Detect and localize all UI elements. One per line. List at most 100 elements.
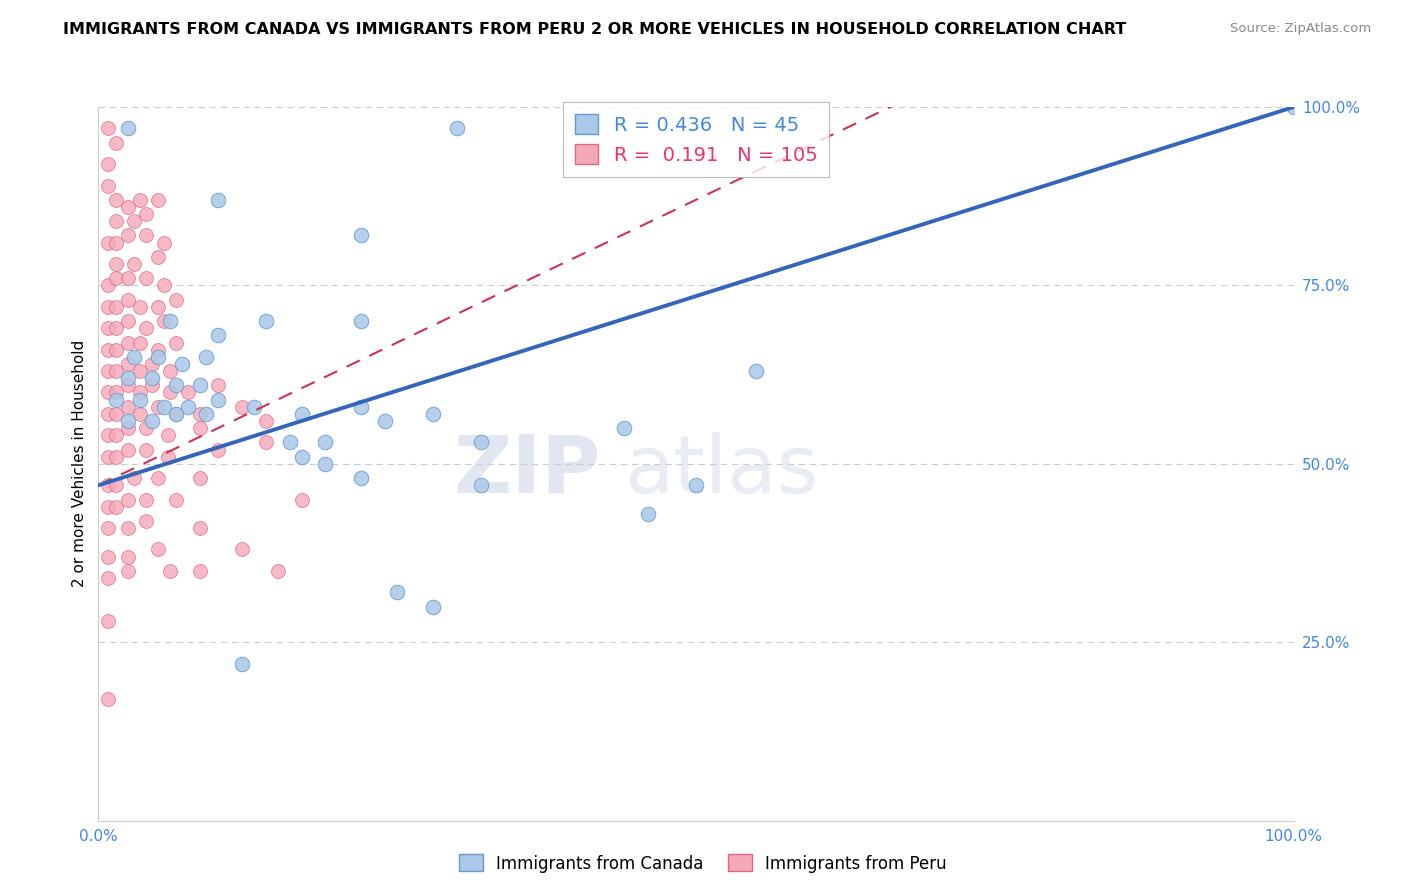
Point [422, 407, 444, 421]
Point [685, 478, 707, 492]
Point [97, 157, 120, 171]
Text: IMMIGRANTS FROM CANADA VS IMMIGRANTS FROM PERU 2 OR MORE VEHICLES IN HOUSEHOLD C: IMMIGRANTS FROM CANADA VS IMMIGRANTS FRO… [63, 22, 1126, 37]
Point [291, 492, 314, 507]
Point [177, 400, 200, 414]
Point [129, 193, 152, 207]
Point [105, 193, 128, 207]
Point [129, 300, 152, 314]
Point [117, 357, 139, 371]
Point [135, 492, 157, 507]
Point [315, 457, 337, 471]
Point [207, 328, 229, 343]
Point [117, 293, 139, 307]
Point [148, 193, 170, 207]
Point [117, 421, 139, 435]
Point [117, 378, 139, 392]
Point [315, 435, 337, 450]
Y-axis label: 2 or more Vehicles in Household: 2 or more Vehicles in Household [72, 340, 87, 588]
Point [117, 414, 139, 428]
Point [350, 228, 373, 243]
Point [159, 364, 181, 378]
Point [117, 335, 139, 350]
Point [745, 364, 768, 378]
Point [254, 414, 277, 428]
Point [165, 293, 187, 307]
Point [188, 564, 211, 578]
Text: atlas: atlas [624, 432, 818, 510]
Point [124, 471, 146, 485]
Point [188, 378, 211, 392]
Point [117, 492, 139, 507]
Point [148, 350, 170, 364]
Point [1282, 100, 1305, 114]
Point [105, 214, 128, 228]
Point [97, 521, 120, 535]
Point [129, 335, 152, 350]
Point [97, 549, 120, 564]
Point [470, 478, 492, 492]
Point [148, 300, 170, 314]
Point [195, 350, 218, 364]
Point [177, 385, 200, 400]
Point [105, 450, 128, 464]
Point [129, 407, 152, 421]
Point [105, 364, 128, 378]
Point [207, 442, 229, 457]
Point [350, 314, 373, 328]
Point [159, 314, 181, 328]
Point [124, 214, 146, 228]
Point [105, 385, 128, 400]
Point [278, 435, 301, 450]
Point [97, 428, 120, 442]
Point [153, 400, 176, 414]
Point [156, 450, 179, 464]
Point [172, 357, 194, 371]
Point [117, 271, 139, 285]
Point [105, 500, 128, 514]
Point [117, 200, 139, 214]
Point [105, 257, 128, 271]
Point [97, 278, 120, 293]
Point [135, 271, 157, 285]
Point [135, 207, 157, 221]
Point [446, 121, 468, 136]
Point [117, 549, 139, 564]
Point [97, 385, 120, 400]
Point [141, 357, 163, 371]
Point [159, 564, 181, 578]
Point [97, 121, 120, 136]
Point [188, 471, 211, 485]
Point [156, 428, 179, 442]
Point [117, 521, 139, 535]
Point [207, 193, 229, 207]
Point [135, 321, 157, 335]
Point [148, 400, 170, 414]
Point [159, 385, 181, 400]
Point [124, 257, 146, 271]
Point [267, 564, 290, 578]
Point [135, 442, 157, 457]
Point [153, 314, 176, 328]
Point [105, 321, 128, 335]
Point [97, 571, 120, 585]
Point [613, 421, 636, 435]
Point [470, 435, 492, 450]
Point [105, 136, 128, 150]
Point [141, 414, 163, 428]
Point [243, 400, 266, 414]
Point [97, 500, 120, 514]
Point [97, 300, 120, 314]
Point [188, 421, 211, 435]
Point [97, 450, 120, 464]
Point [117, 371, 139, 385]
Point [350, 400, 373, 414]
Point [637, 507, 659, 521]
Point [105, 271, 128, 285]
Point [165, 335, 187, 350]
Point [231, 400, 253, 414]
Point [117, 400, 139, 414]
Point [254, 314, 277, 328]
Point [153, 235, 176, 250]
Text: Source: ZipAtlas.com: Source: ZipAtlas.com [1230, 22, 1371, 36]
Point [148, 250, 170, 264]
